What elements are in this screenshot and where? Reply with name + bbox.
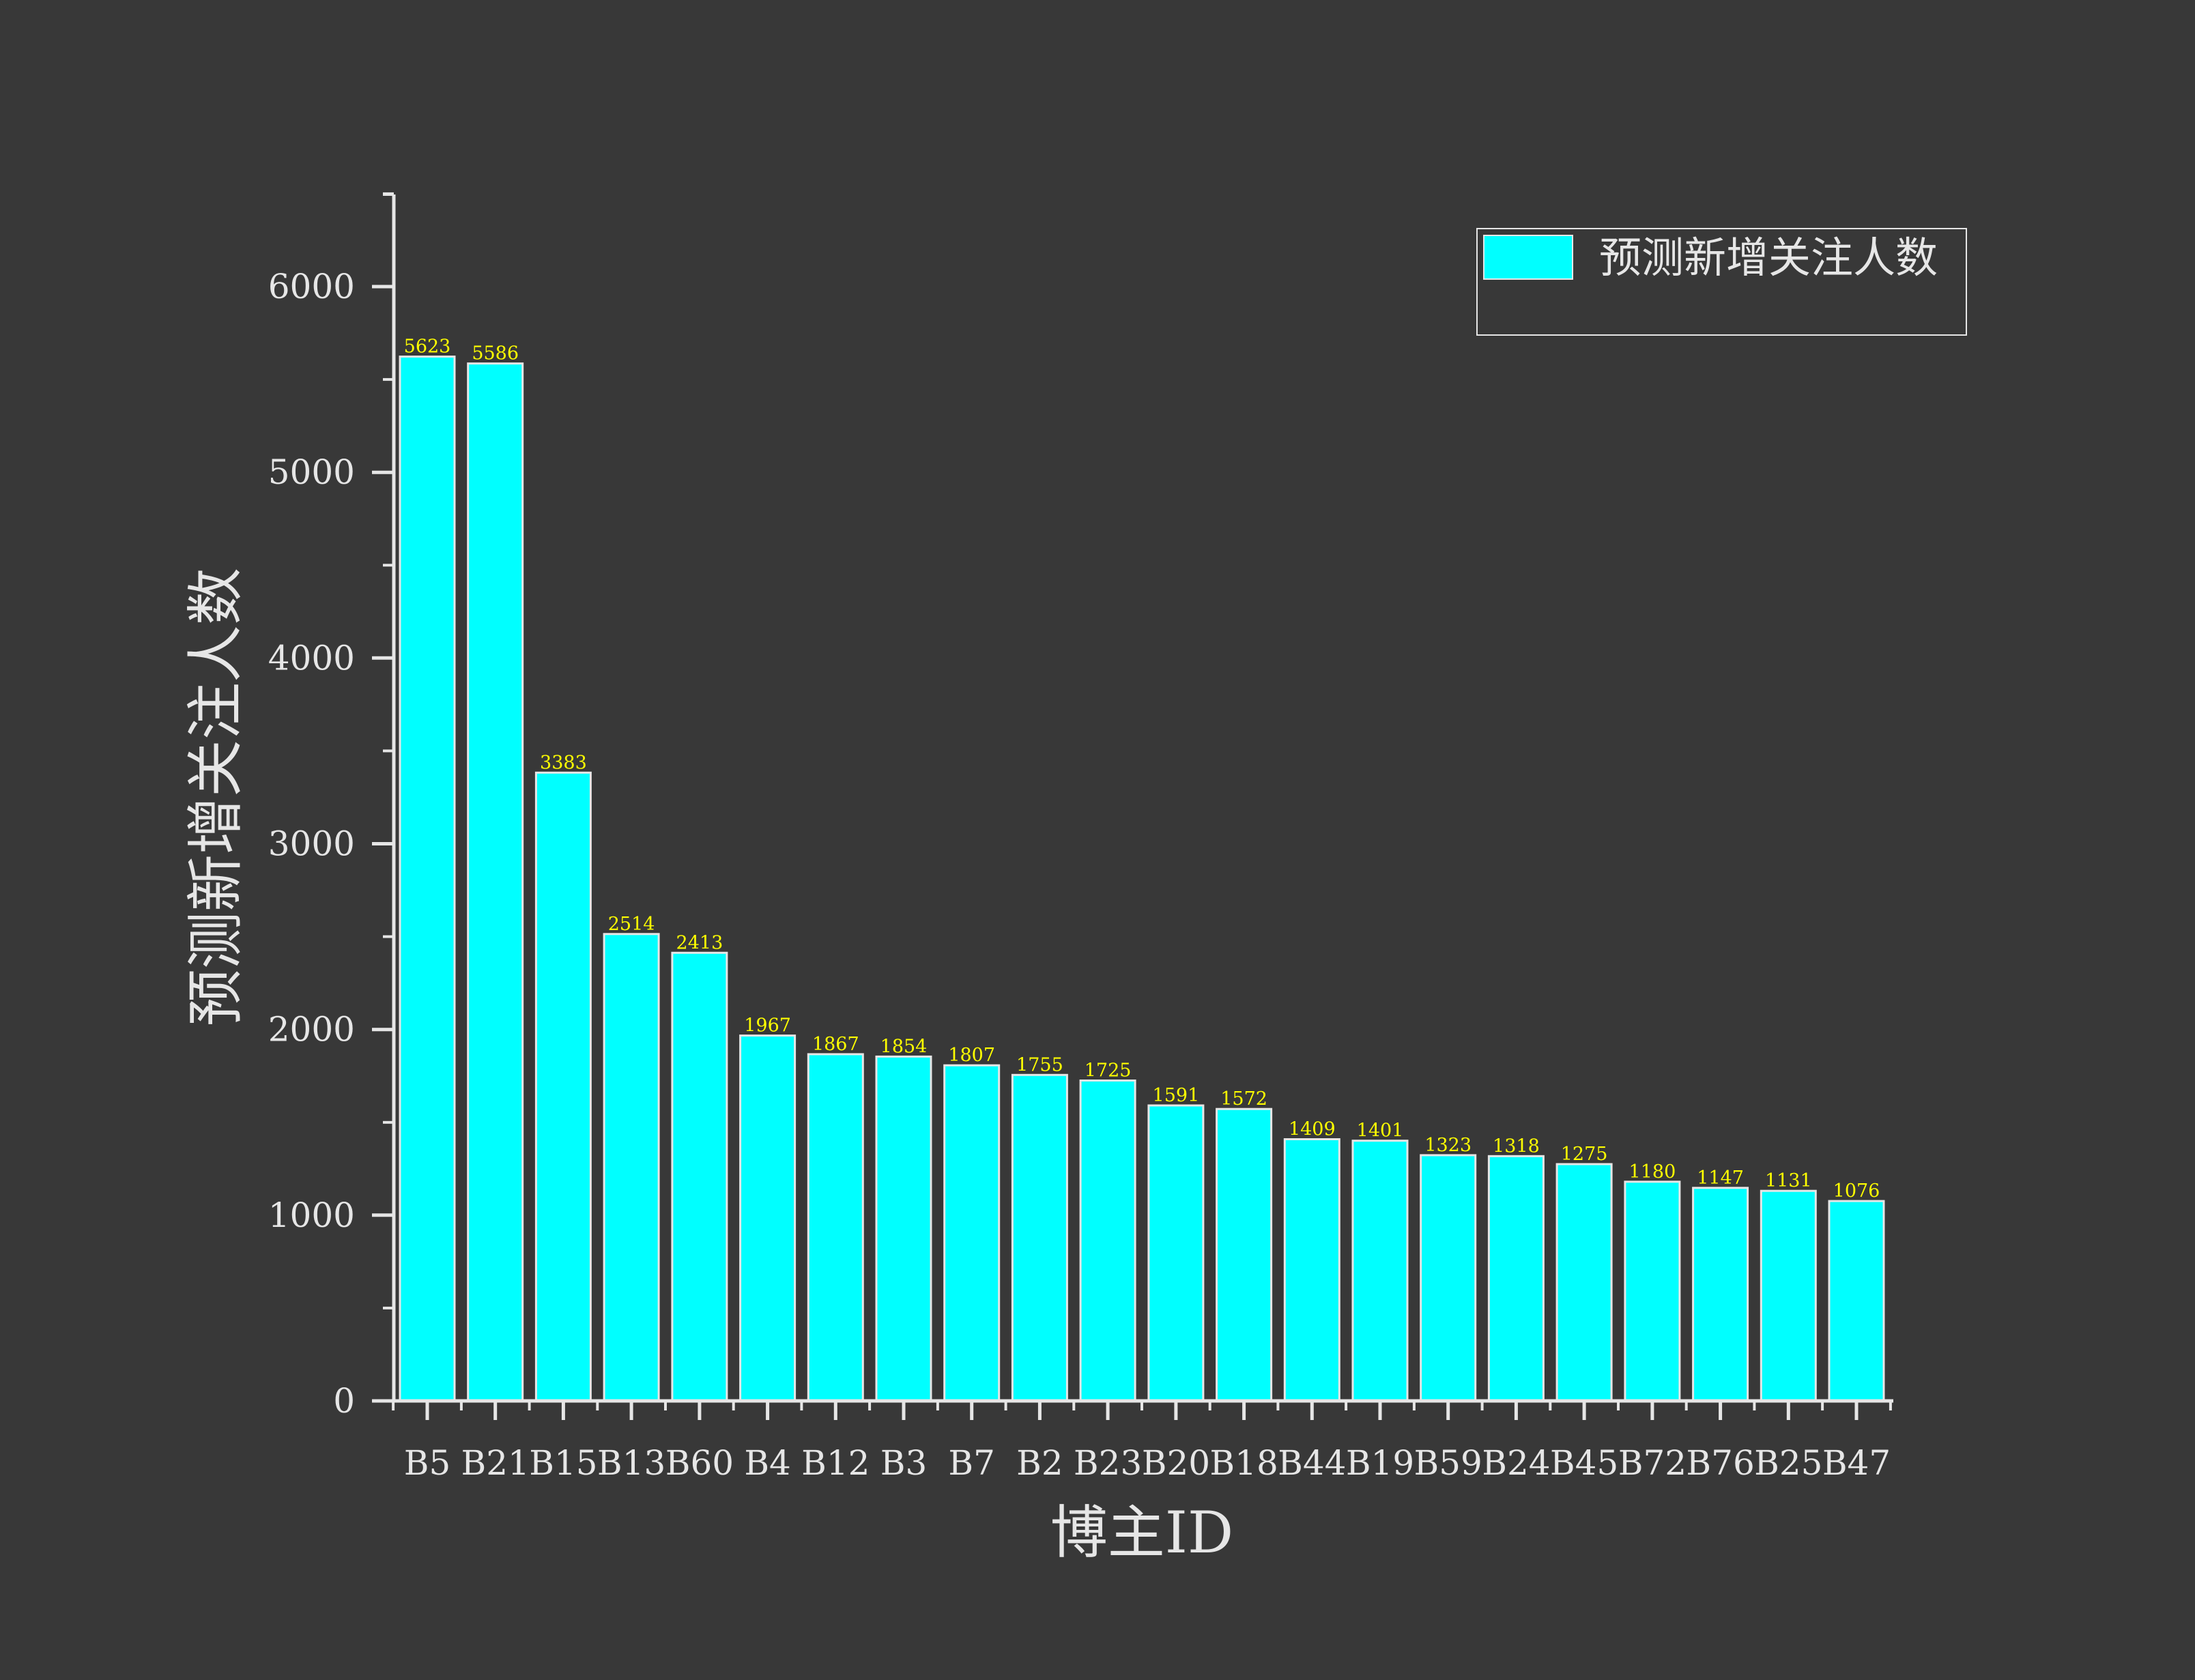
x-tick-label-b15: B15 — [529, 1443, 597, 1483]
value-label-b13: 2514 — [608, 914, 655, 935]
x-tick-label-b5: B5 — [404, 1443, 451, 1483]
value-label-b7: 1807 — [948, 1045, 995, 1066]
value-label-b44: 1409 — [1289, 1119, 1336, 1140]
x-axis-title: 博主ID — [1050, 1499, 1234, 1566]
y-tick-label-0: 0 — [333, 1381, 355, 1421]
bars-layer — [399, 356, 1885, 1402]
x-tick-label-b13: B13 — [597, 1443, 665, 1483]
x-tick-label-b3: B3 — [880, 1443, 928, 1483]
x-tick-label-b60: B60 — [665, 1443, 734, 1483]
x-tick-label-b59: B59 — [1414, 1443, 1482, 1483]
y-axis-title: 预测新增关注人数 — [182, 568, 249, 1026]
bar-b24 — [1487, 1155, 1545, 1402]
bar-b23 — [1079, 1080, 1136, 1402]
value-label-b25: 1131 — [1765, 1170, 1812, 1191]
x-tick-label-b20: B20 — [1142, 1443, 1210, 1483]
value-label-b21: 5586 — [472, 343, 519, 364]
value-label-b47: 1076 — [1833, 1181, 1880, 1202]
bar-b45 — [1555, 1163, 1613, 1402]
bar-b21 — [467, 362, 524, 1402]
bar-b12 — [807, 1053, 864, 1402]
x-tick-label-b23: B23 — [1074, 1443, 1142, 1483]
x-tick-label-b44: B44 — [1278, 1443, 1346, 1483]
x-tick-label-b72: B72 — [1618, 1443, 1687, 1483]
value-label-b23: 1725 — [1085, 1060, 1132, 1082]
bar-b5 — [399, 356, 456, 1402]
legend-frame — [1476, 228, 1967, 336]
legend: 预测新增关注人数 — [1476, 228, 1967, 336]
bar-b76 — [1692, 1187, 1749, 1402]
bar-b44 — [1283, 1138, 1340, 1402]
value-label-b76: 1147 — [1697, 1168, 1744, 1189]
y-tick-label-1000: 1000 — [268, 1196, 355, 1235]
x-tick-labels-layer: B5 B21 B15 B13 B60 B4 B12 B3 B7 B2 B23 B20 B18 B44 B19… — [404, 1443, 1891, 1483]
value-label-b60: 2413 — [676, 932, 723, 953]
value-labels-layer: 5623 5586 3383 2514 2413 1967 1867 1854 1807 1755… — [404, 336, 1880, 1202]
legend-label: 预测新增关注人数 — [1599, 233, 1938, 283]
value-label-b20: 1591 — [1153, 1085, 1200, 1106]
value-label-b18: 1572 — [1220, 1088, 1267, 1110]
y-tick-label-2000: 2000 — [268, 1010, 355, 1049]
x-tick-label-b19: B19 — [1346, 1443, 1414, 1483]
x-tick-label-b45: B45 — [1550, 1443, 1618, 1483]
value-label-b2: 1755 — [1016, 1054, 1063, 1075]
x-tick-label-b2: B2 — [1016, 1443, 1063, 1483]
bar-b3 — [875, 1055, 932, 1402]
bar-b7 — [943, 1064, 1001, 1402]
x-tick-label-b4: B4 — [744, 1443, 791, 1483]
bar-b4 — [739, 1034, 797, 1402]
bar-b20 — [1147, 1104, 1205, 1402]
bar-b60 — [671, 951, 728, 1402]
bar-b15 — [534, 771, 592, 1402]
bar-b25 — [1760, 1189, 1817, 1402]
x-tick-label-b24: B24 — [1482, 1443, 1550, 1483]
x-tick-label-b21: B21 — [461, 1443, 530, 1483]
bar-b2 — [1011, 1073, 1068, 1402]
ticks-layer — [372, 192, 1892, 1420]
bar-b47 — [1828, 1200, 1885, 1402]
value-label-b24: 1318 — [1493, 1135, 1540, 1157]
x-tick-label-b76: B76 — [1686, 1443, 1754, 1483]
y-tick-labels-layer: 0 1000 2000 3000 4000 5000 6000 — [268, 267, 355, 1421]
value-label-b59: 1323 — [1424, 1135, 1472, 1156]
value-label-b19: 1401 — [1357, 1120, 1404, 1142]
bar-b19 — [1351, 1140, 1409, 1402]
value-label-b3: 1854 — [880, 1036, 928, 1057]
y-tick-label-6000: 6000 — [268, 267, 355, 306]
bar-b72 — [1624, 1181, 1681, 1402]
x-tick-label-b7: B7 — [948, 1443, 995, 1483]
y-tick-label-5000: 5000 — [268, 452, 355, 492]
y-tick-label-4000: 4000 — [268, 638, 355, 678]
x-tick-label-b18: B18 — [1209, 1443, 1278, 1483]
value-label-b5: 5623 — [404, 336, 451, 358]
bar-b59 — [1420, 1154, 1477, 1402]
x-tick-label-b12: B12 — [801, 1443, 870, 1483]
value-label-b12: 1867 — [812, 1034, 859, 1055]
y-tick-label-3000: 3000 — [268, 824, 355, 864]
value-label-b45: 1275 — [1561, 1144, 1608, 1165]
x-tick-label-b47: B47 — [1822, 1443, 1891, 1483]
bar-b13 — [603, 933, 660, 1402]
value-label-b72: 1180 — [1629, 1161, 1676, 1183]
value-label-b4: 1967 — [744, 1015, 791, 1037]
legend-swatch — [1483, 235, 1573, 280]
value-label-b15: 3383 — [540, 752, 587, 773]
bar-b18 — [1216, 1107, 1273, 1402]
x-tick-label-b25: B25 — [1754, 1443, 1822, 1483]
